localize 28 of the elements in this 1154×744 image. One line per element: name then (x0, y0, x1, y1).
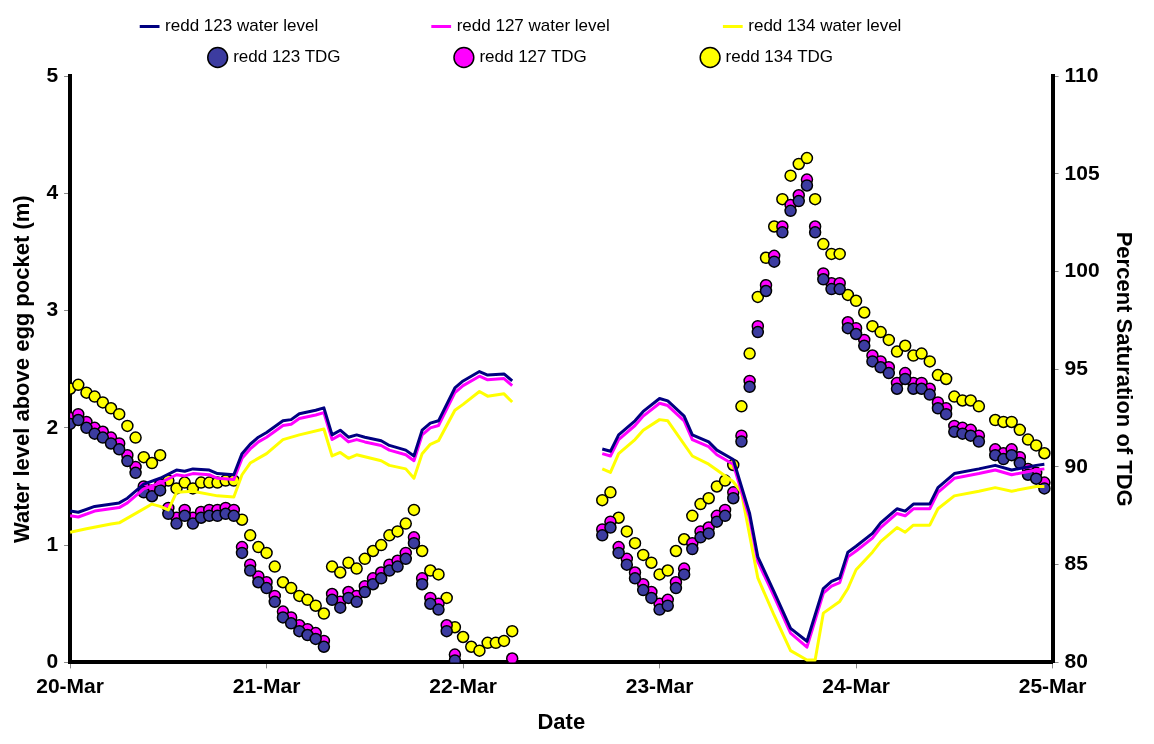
y-axis-title: Water level above egg pocket (m) (9, 195, 35, 544)
legend-label: redd 127 TDG (479, 47, 689, 67)
y2-tick-label: 95 (1064, 356, 1089, 379)
y-tick-label: 2 (46, 414, 59, 438)
x-tick-label: 21-Mar (232, 673, 301, 697)
y2-tick-label: 85 (1064, 551, 1089, 575)
y-tick-label: 0 (46, 649, 59, 673)
x-tick-label: 25-Mar (1018, 673, 1087, 697)
legend-label: redd 127 water level (456, 16, 712, 36)
y-tick-label: 3 (46, 297, 59, 321)
y2-tick-label: 110 (1064, 62, 1099, 86)
x-tick-label: 22-Mar (429, 673, 497, 697)
legend-label: redd 123 water level (165, 16, 421, 36)
x-tick-label: 20-Mar (36, 673, 104, 697)
x-axis-title: Date (537, 708, 586, 734)
legend-label: redd 134 water level (748, 16, 1004, 36)
y2-tick-label: 90 (1064, 453, 1088, 477)
y2-tick-label: 100 (1064, 258, 1100, 282)
x-tick-label: 23-Mar (625, 673, 694, 697)
legend-label: redd 123 TDG (233, 47, 443, 67)
y2-axis-title: Percent Saturation of TDG (1111, 231, 1137, 507)
x-tick-label: 24-Mar (822, 673, 890, 697)
y-tick-label: 4 (46, 180, 59, 204)
legend-label: redd 134 TDG (725, 47, 936, 67)
y-tick-label: 5 (46, 62, 59, 86)
y2-tick-label: 105 (1064, 160, 1100, 184)
y2-tick-label: 80 (1064, 649, 1088, 673)
y-tick-label: 1 (46, 531, 59, 555)
